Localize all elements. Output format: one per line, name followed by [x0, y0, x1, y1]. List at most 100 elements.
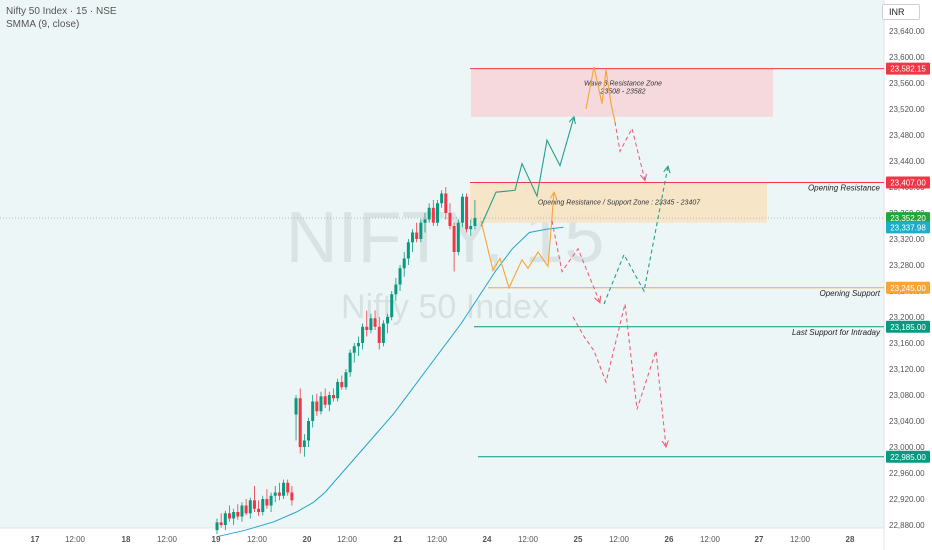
candle-body: [456, 222, 460, 252]
y-tick-label: 23,600.00: [889, 53, 925, 62]
y-tick-label: 23,080.00: [889, 391, 925, 400]
candle-body: [386, 317, 390, 324]
candle-body: [319, 396, 323, 412]
candle-body: [440, 193, 444, 204]
zone-opening-resistance-support: [470, 182, 767, 223]
smma-line: [216, 226, 564, 538]
y-tick-label: 23,640.00: [889, 27, 925, 36]
candle-body: [240, 505, 244, 517]
y-tick-label: 23,560.00: [889, 79, 925, 88]
y-tick-label: 22,880.00: [889, 521, 925, 530]
price-tag[interactable]: [886, 212, 930, 225]
y-tick-label: 22,960.00: [889, 469, 925, 478]
candle-body: [315, 401, 319, 412]
candle-body: [219, 522, 223, 525]
x-tick-label: 20: [303, 535, 312, 544]
y-tick-label: 23,200.00: [889, 313, 925, 322]
candle-body: [448, 213, 452, 226]
x-tick-label: 12:00: [790, 535, 811, 544]
candle-body: [244, 505, 248, 514]
level-label: Opening Resistance: [808, 183, 881, 192]
x-tick-label: 21: [394, 535, 403, 544]
x-tick-label: 12:00: [247, 535, 268, 544]
price-tag[interactable]: [886, 450, 930, 463]
candle-body: [344, 372, 348, 388]
projection-path-red-mid[interactable]: [551, 220, 600, 303]
candle-body: [252, 500, 256, 509]
chart-title: Nifty 50 Index · 15 · NSE: [6, 6, 117, 17]
zone-wave3-resistance: [471, 68, 773, 117]
zone-title: Wave 3 Resistance Zone: [584, 81, 662, 88]
x-tick-label: 27: [755, 535, 764, 544]
y-tick-label: 23,520.00: [889, 105, 925, 114]
candle-body: [294, 398, 298, 415]
price-tag[interactable]: [886, 320, 930, 333]
candle-body: [431, 207, 435, 223]
y-tick-label: 23,120.00: [889, 365, 925, 374]
price-tag-label: 22,985.00: [890, 453, 926, 462]
candle-body: [227, 513, 231, 519]
price-tag-label: 23,185.00: [890, 323, 926, 332]
price-tag[interactable]: [886, 281, 930, 294]
candle-body: [377, 326, 381, 343]
price-tag[interactable]: [886, 62, 930, 75]
candle-body: [398, 268, 402, 285]
projection-path-orange-top[interactable]: [585, 66, 616, 123]
price-tag-label: 23,582.15: [890, 65, 926, 74]
x-tick-label: 25: [574, 535, 583, 544]
price-tag[interactable]: [886, 221, 930, 234]
candle-body: [373, 318, 377, 327]
candle-body: [265, 499, 269, 506]
candle-body: [302, 440, 306, 447]
candle-body: [223, 513, 227, 525]
candle-body: [390, 294, 394, 317]
price-tag[interactable]: [886, 176, 930, 189]
candle-body: [427, 207, 431, 220]
candle-body: [273, 492, 277, 496]
price-tag-label: 23,337.98: [890, 223, 926, 232]
projection-path-orange-down-up[interactable]: [480, 192, 554, 290]
candle-body: [369, 318, 373, 330]
candle-body: [298, 398, 302, 447]
x-tick-label: 26: [665, 535, 674, 544]
candle-body: [290, 492, 294, 501]
indicator-label[interactable]: SMMA (9, close): [6, 19, 80, 30]
x-tick-label: 19: [212, 535, 221, 544]
candle-body: [277, 492, 281, 496]
candle-body: [460, 196, 464, 223]
candle-body: [473, 218, 477, 226]
x-tick-label: 12:00: [427, 535, 448, 544]
candle-body: [352, 346, 356, 353]
candle-body: [406, 242, 410, 259]
candle-body: [419, 222, 423, 239]
candle-body: [435, 203, 439, 223]
candle-body: [394, 284, 398, 295]
projection-path-red-bottom[interactable]: [572, 303, 666, 447]
candle-body: [452, 226, 456, 252]
level-label: Last Support for Intraday: [792, 328, 881, 337]
projection-path-red-top-down[interactable]: [614, 121, 645, 181]
candle-body: [356, 343, 360, 347]
candle-body: [340, 382, 344, 388]
candle-body: [361, 326, 365, 343]
candle-body: [215, 522, 219, 531]
candle-body: [381, 323, 385, 343]
y-tick-label: 23,320.00: [889, 235, 925, 244]
candle-body: [423, 219, 427, 223]
projection-path-teal-up[interactable]: [480, 117, 574, 227]
candle-body: [261, 499, 265, 512]
price-tag-label: 23,245.00: [890, 284, 926, 293]
x-tick-label: 12:00: [518, 535, 539, 544]
candle-body: [336, 382, 340, 399]
candle-body: [282, 482, 286, 496]
candle-body: [257, 508, 261, 512]
y-tick-label: 23,440.00: [889, 157, 925, 166]
y-tick-label: 23,000.00: [889, 443, 925, 452]
currency-button[interactable]: INR: [882, 4, 920, 20]
price-tag-label: 23,352.20: [890, 214, 926, 223]
zone-title: Opening Resistance / Support Zone : 2334…: [538, 199, 701, 206]
candle-body: [286, 482, 290, 493]
candle-body: [465, 196, 469, 230]
